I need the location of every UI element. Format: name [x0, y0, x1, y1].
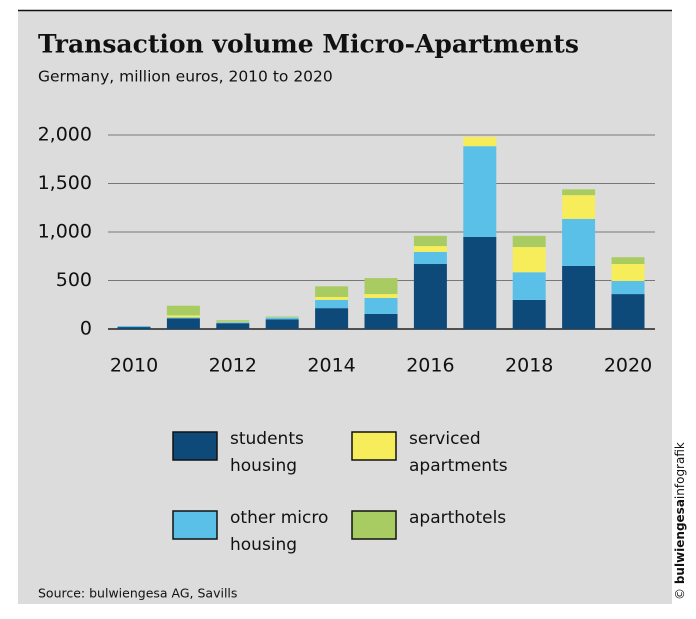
bar-segment — [512, 272, 546, 300]
y-tick-label: 1,000 — [38, 221, 92, 243]
chart-subtitle: Germany, million euros, 2010 to 2020 — [38, 68, 333, 86]
legend-label: students housing — [230, 429, 304, 476]
bar-segment — [364, 297, 398, 314]
bar-segment — [413, 264, 447, 329]
bar-segment — [562, 218, 596, 266]
bar-segment — [216, 322, 250, 324]
bar-segment — [315, 308, 349, 329]
bar-segment — [413, 251, 447, 265]
credit: © bulwiengesainfografik — [673, 442, 687, 600]
bar-segment — [364, 294, 398, 298]
bar-segment — [611, 280, 645, 295]
x-tick-label: 2016 — [406, 355, 454, 377]
legend-swatch — [172, 431, 218, 461]
bar-segment — [562, 195, 596, 219]
x-tick-label: 2010 — [110, 355, 158, 377]
y-tick-label: 2,000 — [38, 124, 92, 146]
credit-suffix: infografik — [673, 442, 687, 500]
legend-label: serviced apartments — [409, 429, 508, 476]
bar-segment — [216, 320, 250, 322]
legend-swatch — [351, 431, 397, 461]
legend-label: aparthotels — [409, 508, 507, 528]
source: Source: bulwiengesa AG, Savills — [38, 586, 237, 601]
bar-segment — [364, 278, 398, 295]
bar-segment — [315, 286, 349, 297]
legend-label: other micro housing — [230, 508, 329, 555]
legend-swatch — [351, 510, 397, 540]
bar-segment — [562, 189, 596, 196]
y-tick-label: 500 — [56, 269, 92, 291]
bar-segment — [463, 136, 497, 147]
bar-segment — [611, 294, 645, 329]
x-tick-label: 2014 — [307, 355, 355, 377]
bar-segment — [463, 146, 497, 237]
legend-swatch — [172, 510, 218, 540]
x-tick-label: 2012 — [209, 355, 257, 377]
bar-segment — [117, 326, 151, 328]
y-tick-label: 0 — [80, 318, 92, 340]
bar-segment — [611, 257, 645, 265]
bar-segment — [166, 315, 200, 318]
chart-title: Transaction volume Micro-Apartments — [38, 30, 579, 59]
bar-segment — [512, 299, 546, 329]
bar-segment — [512, 247, 546, 273]
bar-segment — [562, 265, 596, 329]
bar-segment — [413, 235, 447, 247]
bar-segment — [265, 317, 299, 320]
bar-segment — [216, 323, 250, 329]
bar-segment — [315, 296, 349, 300]
bar-segment — [117, 327, 151, 329]
x-tick-label: 2018 — [505, 355, 553, 377]
bar-segment — [364, 313, 398, 329]
bar-segment — [166, 305, 200, 316]
bar-segment — [315, 299, 349, 309]
bar-segment — [166, 317, 200, 319]
bar-segment — [265, 319, 299, 329]
y-tick-label: 1,500 — [38, 172, 92, 194]
bar-segment — [413, 246, 447, 252]
bar-segment — [611, 264, 645, 281]
bar-segment — [166, 318, 200, 329]
x-tick-label: 2020 — [604, 355, 652, 377]
credit-symbol: © — [673, 588, 687, 600]
bar-segment — [463, 236, 497, 329]
bar-segment — [512, 235, 546, 248]
credit-brand: bulwiengesa — [673, 499, 687, 585]
